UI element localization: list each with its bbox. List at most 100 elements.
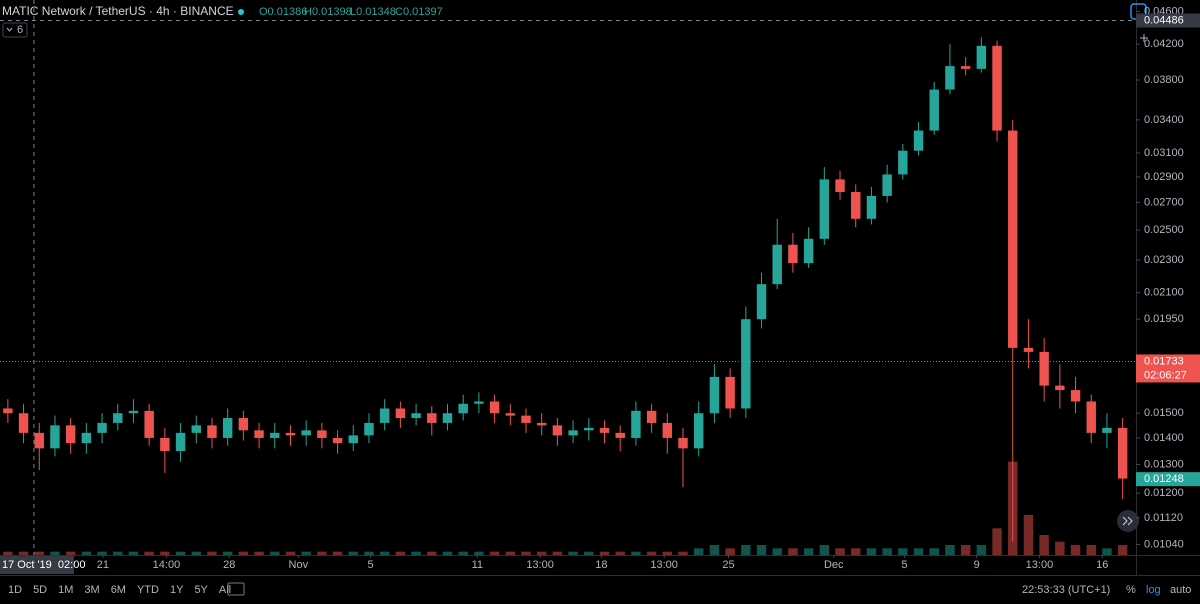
volume-bar xyxy=(191,551,201,555)
plot xyxy=(3,37,1128,555)
candle-body xyxy=(552,425,563,436)
candle-body xyxy=(662,422,673,438)
candle-body xyxy=(442,413,453,423)
candle-body xyxy=(395,408,406,419)
candle-body xyxy=(458,403,468,414)
candle-body xyxy=(584,427,594,431)
scroll-to-end[interactable] xyxy=(1117,510,1139,532)
x-tick-label: Nov xyxy=(289,559,309,571)
candle-body xyxy=(1070,390,1081,402)
candle-body xyxy=(631,410,641,438)
volume-bar xyxy=(395,551,406,555)
range-button[interactable]: 6M xyxy=(111,584,126,596)
log-toggle[interactable]: log xyxy=(1146,584,1161,596)
candle-body xyxy=(646,410,657,423)
y-tick-label: 0.02300 xyxy=(1144,254,1184,266)
range-button[interactable]: 3M xyxy=(84,584,99,596)
candle-body xyxy=(803,238,814,264)
y-tick-label: 0.04200 xyxy=(1144,38,1184,50)
candle-body xyxy=(65,425,76,444)
candle-body xyxy=(301,430,311,436)
candle-body xyxy=(1039,351,1049,386)
crosshair-time-box xyxy=(0,556,74,574)
range-button[interactable]: YTD xyxy=(137,584,159,596)
volume-bar xyxy=(254,551,264,555)
x-tick-label: 18 xyxy=(595,559,607,571)
volume-bar xyxy=(505,551,516,555)
x-tick-label: 13:00 xyxy=(526,559,554,571)
volume-bar xyxy=(18,551,29,555)
x-tick-label: 5 xyxy=(901,559,907,571)
ohlc-close: C0.01397 xyxy=(395,6,443,18)
range-button[interactable]: 5D xyxy=(33,584,47,596)
volume-bar xyxy=(536,551,547,555)
percent-toggle[interactable]: % xyxy=(1126,584,1136,596)
date-range-button[interactable] xyxy=(227,582,245,596)
volume-bar xyxy=(34,551,44,555)
volume-bar xyxy=(160,551,170,555)
candle-body xyxy=(709,376,720,414)
volume-bar xyxy=(866,548,877,555)
countdown-label: 02:06:27 xyxy=(1144,369,1187,381)
volume-bar xyxy=(631,551,641,555)
ohlc-high: H0.01398 xyxy=(304,6,352,18)
clock: 22:53:33 (UTC+1) xyxy=(1022,584,1110,596)
volume-bar xyxy=(379,551,390,555)
candle-body xyxy=(50,425,60,449)
volume-bar xyxy=(270,551,280,555)
volume-bar xyxy=(81,551,92,555)
volume-bar xyxy=(285,551,296,555)
candle-body xyxy=(615,432,625,438)
last-price-label: 0.01248 xyxy=(1144,473,1184,485)
candle-body xyxy=(929,89,939,131)
candle-body xyxy=(160,437,170,451)
candle-body xyxy=(976,45,987,69)
volume-bar xyxy=(1102,548,1112,555)
candle-body xyxy=(34,432,44,449)
volume-bar xyxy=(552,551,563,555)
candle-body xyxy=(756,284,767,320)
auto-toggle[interactable]: auto xyxy=(1170,584,1191,596)
candle-body xyxy=(819,179,830,239)
volume-bar xyxy=(851,548,861,555)
candle-body xyxy=(1008,130,1018,348)
candle-body xyxy=(3,408,13,414)
x-tick-label: 16 xyxy=(1096,559,1108,571)
candle-body xyxy=(1023,347,1034,352)
volume-bar xyxy=(427,551,437,555)
x-tick-label: 11 xyxy=(472,559,483,571)
candle-body xyxy=(1055,385,1065,391)
range-button[interactable]: 1M xyxy=(58,584,73,596)
y-tick-label: 0.02900 xyxy=(1144,171,1184,183)
indicator-toggle[interactable]: 6 xyxy=(2,22,28,38)
volume-bar xyxy=(175,551,186,555)
volume-bar xyxy=(1086,545,1096,555)
candle-body xyxy=(913,130,924,151)
toolbar: 1D 5D 1M 3M 6M YTD 1Y 5Y All xyxy=(8,584,231,596)
volume-bar xyxy=(646,551,657,555)
volume-bar xyxy=(411,551,421,555)
volume-bar xyxy=(521,551,531,555)
candle-body xyxy=(364,422,374,436)
symbol-title: MATIC Network / TetherUS · 4h · BINANCE xyxy=(2,4,234,18)
range-button[interactable]: 1Y xyxy=(170,584,184,596)
y-tick-label: 0.01120 xyxy=(1144,512,1183,524)
volume-bar xyxy=(615,551,625,555)
candle-body xyxy=(521,415,531,423)
ohlc-open: O0.01386 xyxy=(259,6,307,18)
range-button[interactable]: 1D xyxy=(8,584,22,596)
y-tick-label: 0.02700 xyxy=(1144,196,1184,208)
candle-body xyxy=(474,401,484,404)
volume-bar xyxy=(144,551,154,555)
candle-body xyxy=(1086,401,1096,433)
x-tick-label: 13:00 xyxy=(650,559,678,571)
range-button[interactable]: 5Y xyxy=(194,584,208,596)
candle-body xyxy=(568,430,578,436)
volume-bar xyxy=(222,551,233,555)
volume-bar xyxy=(960,545,971,555)
volume-bar xyxy=(97,551,107,555)
candle-body xyxy=(678,437,688,449)
candle-body xyxy=(725,376,735,409)
range-button[interactable]: All xyxy=(219,584,231,596)
